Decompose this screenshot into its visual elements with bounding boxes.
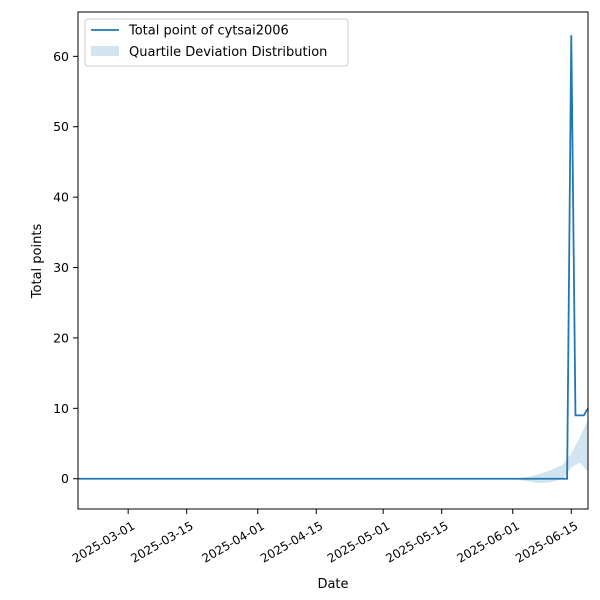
legend-box [84,18,349,67]
x-tick-label: 2025-06-15 [513,519,580,566]
x-tick-label: 2025-03-15 [128,519,195,566]
y-axis-label: Total points [30,224,45,300]
y-tick-label: 0 [61,471,69,486]
x-tick-label: 2025-04-15 [258,519,325,566]
y-tick-label: 40 [53,190,69,205]
legend-label-band: Quartile Deviation Distribution [129,45,327,60]
quartile-band [78,419,588,483]
series-line [78,35,589,480]
y-tick-label: 50 [53,119,69,134]
legend: Total point of cytsai2006 Quartile Devia… [84,18,349,67]
y-tick-label: 20 [53,330,69,345]
plot-area [77,11,589,510]
x-tick-label: 2025-05-01 [325,519,392,566]
plot-background [78,12,588,509]
y-tick-label: 30 [53,260,69,275]
x-tick-label: 2025-06-01 [454,519,521,566]
legend-label-series: Total point of cytsai2006 [128,24,289,39]
y-axis: 0 10 20 30 40 50 60 [53,49,78,486]
x-tick-label: 2025-05-15 [383,519,450,566]
legend-band-swatch [91,46,119,56]
y-tick-label: 60 [53,49,69,64]
x-tick-label: 2025-04-01 [199,519,266,566]
plot-frame [77,11,589,510]
y-tick-label: 10 [53,401,69,416]
x-tick-label: 2025-03-01 [70,519,137,566]
x-axis-label: Date [317,577,348,592]
